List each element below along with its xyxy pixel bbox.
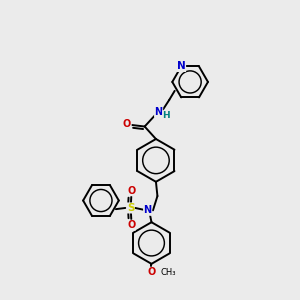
Text: O: O bbox=[123, 118, 131, 128]
Text: O: O bbox=[127, 186, 135, 196]
Text: H: H bbox=[163, 111, 170, 120]
Text: O: O bbox=[147, 267, 156, 277]
Text: CH₃: CH₃ bbox=[161, 268, 176, 277]
Text: O: O bbox=[127, 220, 135, 230]
Text: N: N bbox=[154, 107, 163, 117]
Text: N: N bbox=[144, 205, 152, 215]
Text: N: N bbox=[177, 61, 186, 71]
Text: S: S bbox=[127, 203, 134, 213]
